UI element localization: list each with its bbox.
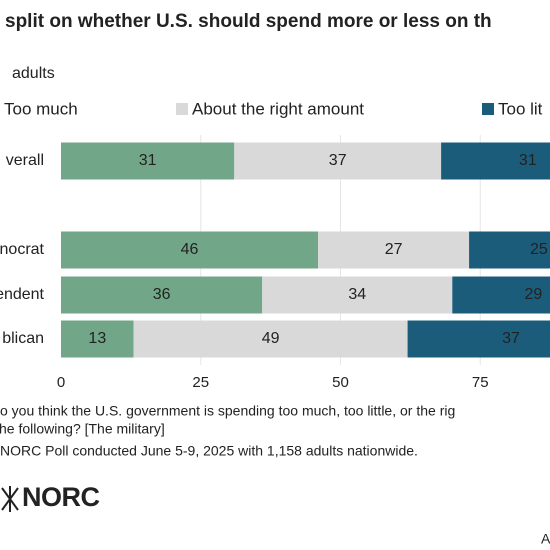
data-label: 31: [519, 152, 537, 169]
bar-segment: [469, 231, 550, 269]
legend-swatch: [176, 103, 188, 115]
bar-segment: [441, 142, 550, 180]
data-label: 37: [502, 330, 520, 347]
bar-segment: [61, 231, 319, 269]
data-label: 25: [530, 241, 548, 258]
bar-segment: [61, 142, 235, 180]
y-tick-label: verall: [6, 152, 44, 169]
y-tick-label: endent: [0, 286, 45, 303]
data-label: 29: [524, 286, 542, 303]
logo: NORC: [1, 482, 100, 512]
bar-segment: [262, 276, 453, 314]
data-label: 34: [348, 286, 366, 303]
footnote: o you think the U.S. government is spend…: [0, 403, 455, 419]
data-label: 31: [139, 152, 157, 169]
footnote: he following? [The military]: [0, 421, 165, 437]
bar-segment: [407, 320, 550, 358]
chart-subtitle: adults: [12, 65, 55, 82]
credit: A: [541, 531, 550, 547]
footnote: NORC Poll conducted June 5-9, 2025 with …: [0, 443, 418, 459]
bar-segment: [452, 276, 550, 314]
x-tick-label: 25: [192, 374, 209, 391]
chart-title: split on whether U.S. should spend more …: [5, 11, 492, 32]
y-tick-label: blican: [2, 330, 44, 347]
x-tick-label: 50: [332, 374, 349, 391]
bar-segment: [61, 320, 134, 358]
data-label: 49: [262, 330, 280, 347]
x-tick-label: 75: [472, 374, 489, 391]
data-label: 37: [329, 152, 347, 169]
legend-swatch: [482, 103, 494, 115]
legend-label: Too much: [4, 99, 78, 118]
y-tick-label: nocrat: [0, 241, 45, 258]
legend-label: Too lit: [498, 99, 543, 118]
bar-segment: [234, 142, 442, 180]
logo-mark: [1, 486, 19, 512]
bar-segment: [133, 320, 408, 358]
logo-text: NORC: [22, 482, 100, 512]
data-label: 46: [181, 241, 199, 258]
legend-label: About the right amount: [192, 99, 364, 118]
bar-segment: [61, 276, 263, 314]
bar-segment: [318, 231, 470, 269]
x-tick-label: 0: [57, 374, 65, 391]
data-label: 36: [153, 286, 171, 303]
data-label: 13: [88, 330, 106, 347]
data-label: 27: [385, 241, 403, 258]
